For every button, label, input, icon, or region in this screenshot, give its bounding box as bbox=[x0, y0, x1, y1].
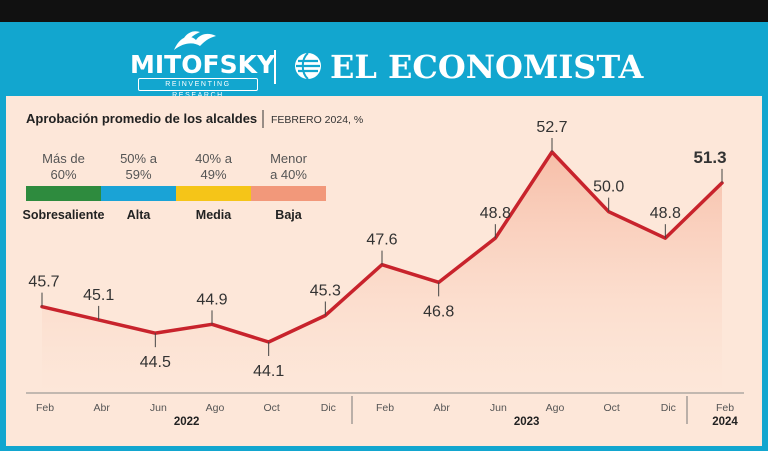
data-label: 45.3 bbox=[310, 282, 341, 299]
x-tick-label: Oct bbox=[603, 402, 619, 414]
bottom-bar bbox=[6, 446, 762, 451]
legend-range-label: 50% a bbox=[120, 151, 158, 166]
data-label: 51.3 bbox=[693, 148, 726, 167]
legend-swatch bbox=[26, 186, 101, 201]
x-tick-label: Oct bbox=[263, 402, 279, 414]
mitofsky-bird-logo-icon bbox=[174, 31, 216, 50]
el-economista-globe-icon bbox=[295, 52, 321, 80]
legend-range-label: 60% bbox=[50, 167, 76, 182]
mitofsky-tagline: REINVENTING RESEARCH bbox=[138, 78, 258, 99]
legend-category-label: Media bbox=[196, 208, 232, 222]
chart-title: Aprobación promedio de los alcaldes bbox=[26, 111, 257, 126]
area-layer bbox=[42, 152, 722, 393]
legend-range-label: 40% a bbox=[195, 151, 233, 166]
data-label: 48.8 bbox=[650, 205, 681, 222]
legend-range-label: a 40% bbox=[270, 167, 307, 182]
legend-category-label: Baja bbox=[275, 208, 302, 222]
legend-range-label: 49% bbox=[200, 167, 226, 182]
el-economista-logo: EL ECONOMISTA bbox=[330, 48, 644, 86]
year-label: 2024 bbox=[712, 416, 738, 428]
x-tick-label: Ago bbox=[206, 402, 225, 414]
year-label: 2023 bbox=[514, 416, 540, 428]
legend-swatch bbox=[176, 186, 251, 201]
x-tick-label: Dic bbox=[661, 402, 676, 414]
data-label: 45.7 bbox=[28, 274, 59, 291]
data-label: 50.0 bbox=[593, 179, 624, 196]
legend-swatch bbox=[101, 186, 176, 201]
area-fill bbox=[42, 152, 722, 393]
data-label: 44.5 bbox=[140, 354, 171, 371]
data-label: 45.1 bbox=[83, 287, 114, 304]
x-axis: Feb Abr Jun Ago Oct Dic Feb Abr Jun Ago Oct Dic Feb 2… bbox=[26, 392, 744, 428]
legend-range-label: 59% bbox=[125, 167, 151, 182]
data-label: 46.8 bbox=[423, 303, 454, 320]
legend-category-label: Sobresaliente bbox=[23, 208, 105, 222]
legend-range-label: Más de bbox=[42, 151, 85, 166]
value-labels: 45.7 45.1 44.5 44.9 44.1 45.3 47.6 46.8 48.8 52.7… bbox=[28, 119, 726, 380]
data-label: 44.1 bbox=[253, 363, 284, 380]
x-tick-label: Ago bbox=[546, 402, 565, 414]
frame-border-right bbox=[762, 22, 768, 451]
x-tick-label: Feb bbox=[716, 402, 734, 414]
legend-category-label: Alta bbox=[127, 208, 152, 222]
data-label: 52.7 bbox=[536, 119, 567, 136]
year-label: 2022 bbox=[174, 416, 200, 428]
x-tick-label: Feb bbox=[376, 402, 394, 414]
header-band bbox=[6, 22, 762, 96]
data-label: 47.6 bbox=[366, 232, 397, 249]
x-tick-label: Abr bbox=[433, 402, 450, 414]
x-tick-label: Abr bbox=[93, 402, 110, 414]
mitofsky-logo: MITOFSKY bbox=[130, 50, 276, 79]
data-label: 48.8 bbox=[480, 205, 511, 222]
x-tick-label: Feb bbox=[36, 402, 54, 414]
data-label: 44.9 bbox=[196, 291, 227, 308]
legend-swatch bbox=[251, 186, 326, 201]
frame-border-left bbox=[0, 22, 6, 451]
x-tick-label: Jun bbox=[490, 402, 507, 414]
x-tick-label: Jun bbox=[150, 402, 167, 414]
legend-range-label: Menor bbox=[270, 151, 308, 166]
logo-separator bbox=[274, 50, 276, 84]
chart-subtitle: FEBRERO 2024, % bbox=[271, 114, 363, 126]
top-bar bbox=[0, 0, 768, 22]
x-tick-label: Dic bbox=[321, 402, 336, 414]
